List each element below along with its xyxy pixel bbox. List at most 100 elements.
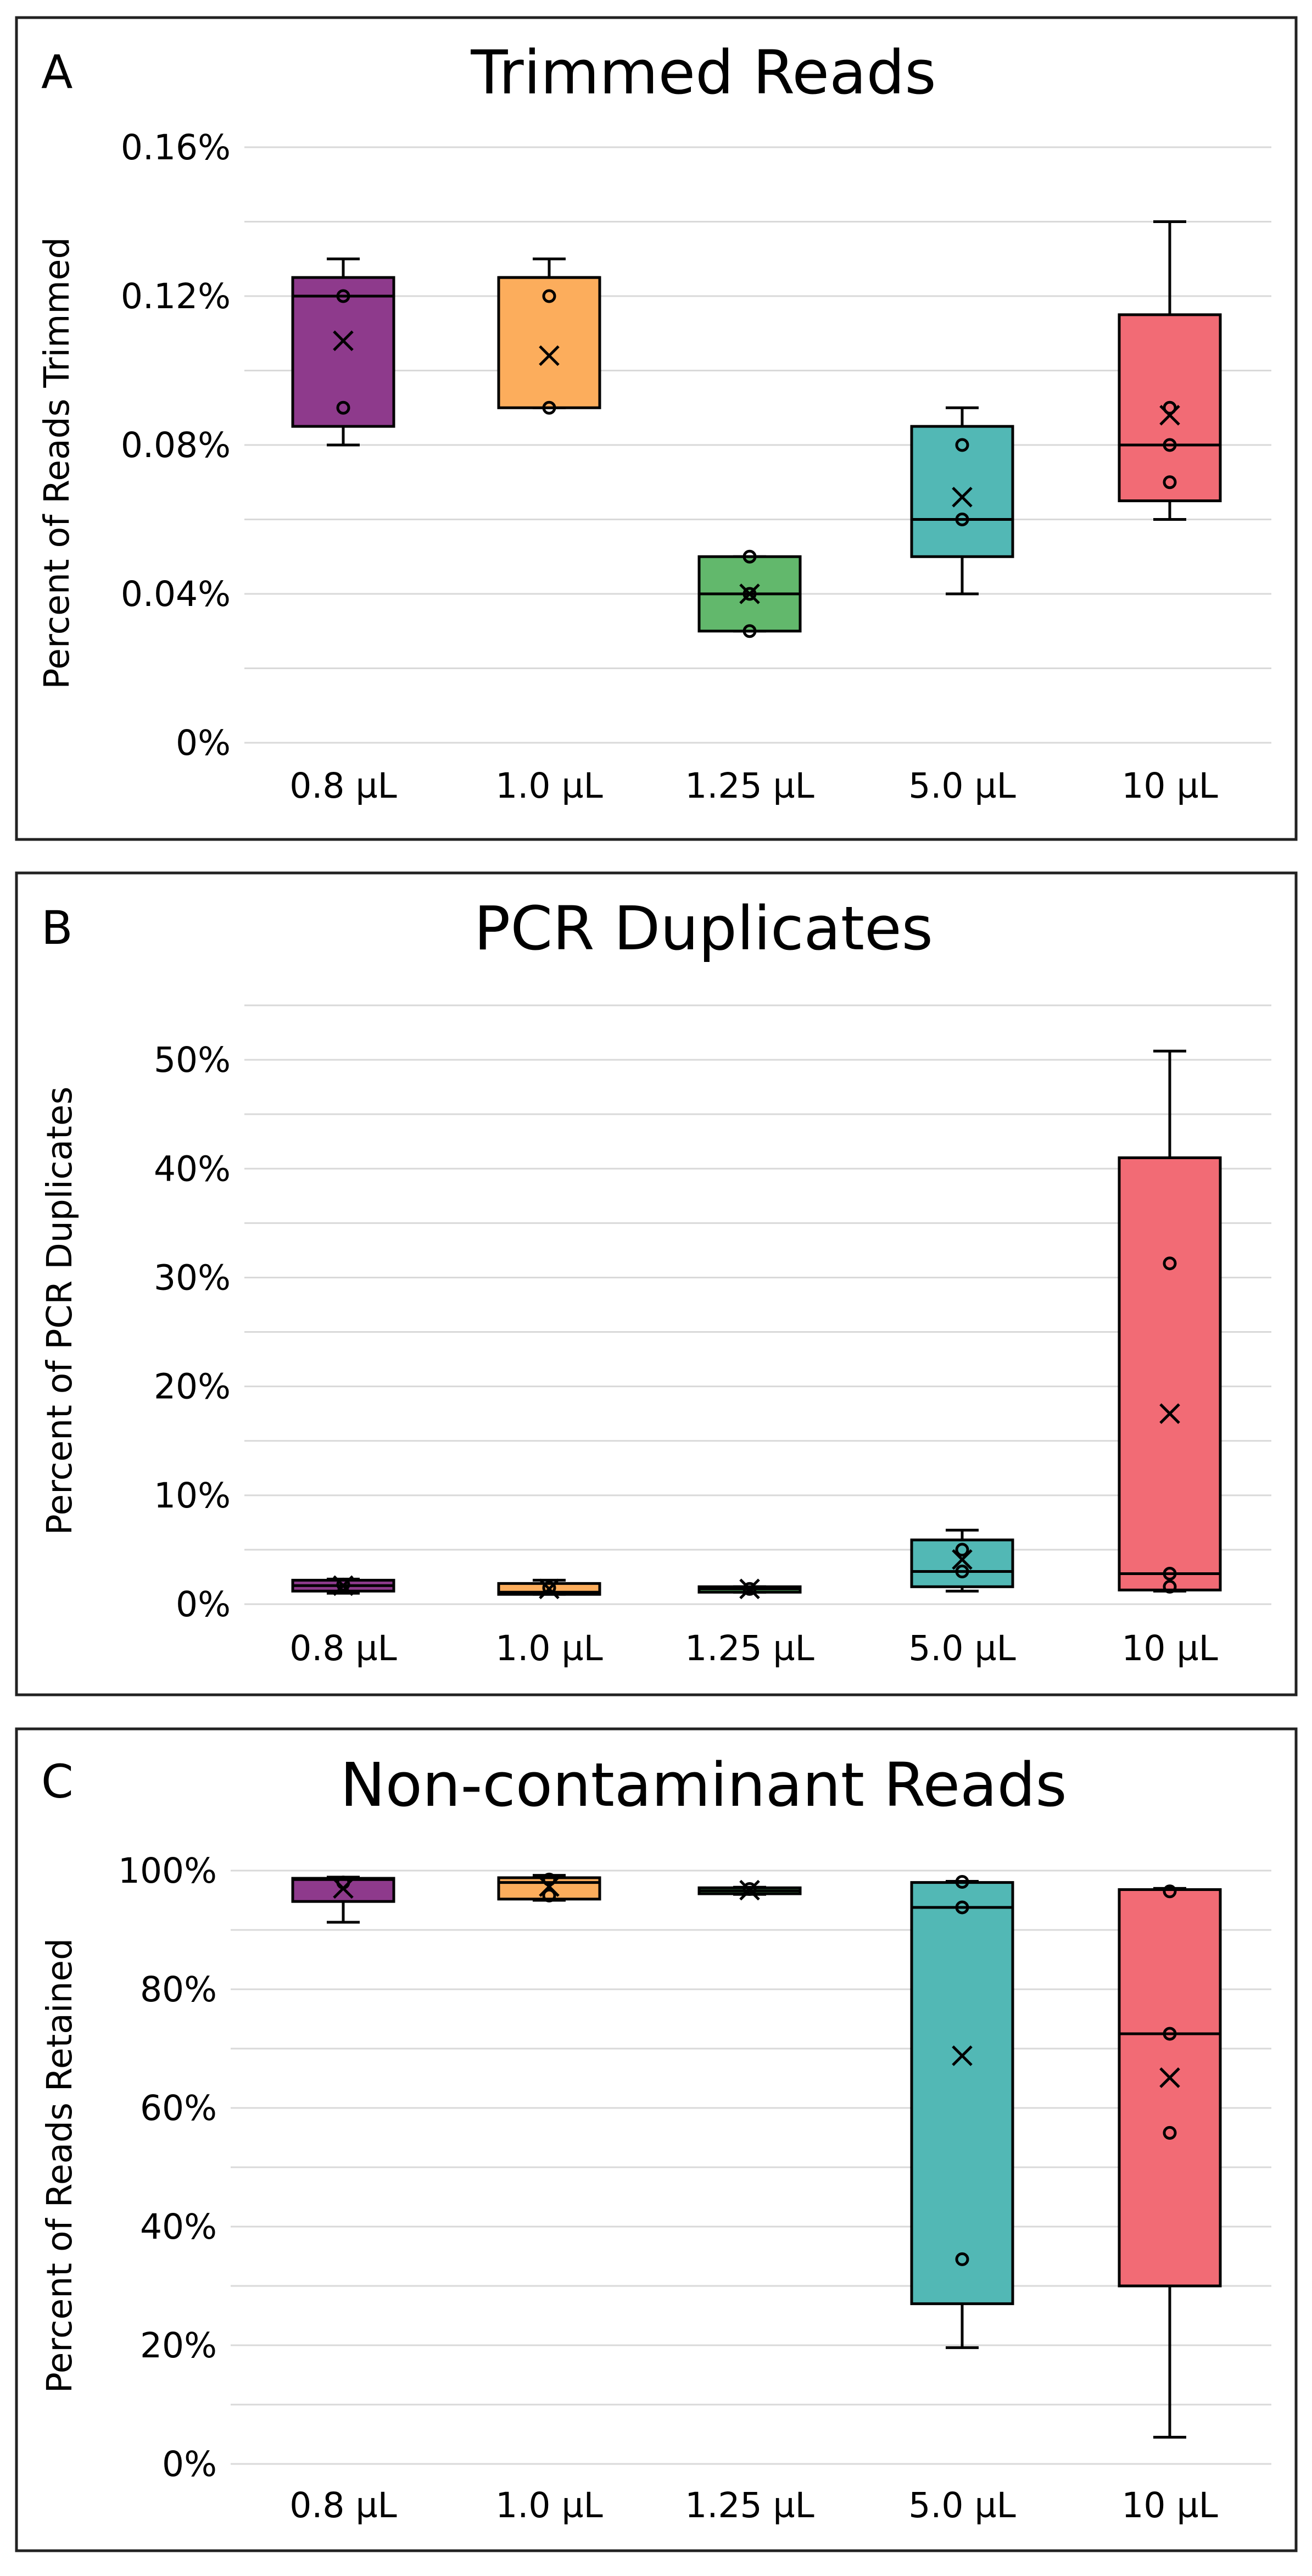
panel-a-letter: A	[41, 45, 72, 99]
y-tick-label: 0.08%	[121, 425, 231, 465]
panel-b-title: PCR Duplicates	[474, 893, 933, 964]
box-group	[697, 549, 802, 638]
box-group	[497, 1578, 601, 1600]
panel-c-letter: C	[41, 1755, 74, 1809]
x-tick-label: 0.8 µL	[289, 766, 397, 806]
y-tick-label: 0%	[176, 723, 231, 763]
mean-marker	[739, 583, 760, 604]
y-tick-label: 20%	[154, 1367, 231, 1407]
x-tick-label: 0.8 µL	[289, 1628, 397, 1668]
box-body	[910, 425, 1014, 558]
mean-marker-stroke	[539, 1876, 560, 1897]
box-group	[910, 1875, 1014, 2349]
data-point	[955, 1875, 969, 1889]
data-point	[1163, 2126, 1177, 2140]
panel-c-frame	[15, 1727, 1298, 2552]
y-tick-label: 40%	[154, 1149, 231, 1189]
data-point	[542, 1888, 556, 1902]
box-group	[1118, 220, 1222, 521]
x-tick-label: 1.25 µL	[685, 766, 814, 806]
data-point	[336, 400, 350, 415]
mean-marker	[333, 1878, 354, 1899]
y-tick-label: 10%	[154, 1476, 231, 1516]
data-point	[955, 1565, 969, 1579]
y-tick-label: 60%	[140, 2088, 217, 2128]
y-tick-label: 0%	[162, 2444, 217, 2484]
data-point	[1163, 1567, 1177, 1581]
y-tick-label: 30%	[154, 1258, 231, 1298]
box-body	[1118, 313, 1222, 503]
box-group	[497, 1872, 601, 1902]
panel-b-plot: 0% 10% 20% 30% 40% 50% 0.8 µL 1.0 µL 1.25 µL 5.0 …	[154, 1004, 1271, 1668]
x-tick-label: 1.0 µL	[495, 2485, 602, 2525]
mean-marker	[1159, 1403, 1180, 1424]
box-group	[291, 257, 395, 447]
box-body	[1118, 1156, 1222, 1592]
panel-a: A Trimmed Reads Percent of Reads Trimmed…	[15, 16, 1298, 841]
data-point	[955, 2252, 969, 2266]
data-point	[1163, 475, 1177, 489]
box-group	[291, 1575, 395, 1596]
x-tick-label: 5.0 µL	[908, 1628, 1015, 1668]
mean-marker	[539, 345, 560, 366]
box-group	[697, 1578, 802, 1600]
mean-marker-stroke	[739, 1879, 760, 1901]
y-tick-label: 20%	[140, 2325, 217, 2366]
x-tick-label: 1.0 µL	[495, 766, 602, 806]
x-tick-label: 5.0 µL	[908, 2485, 1015, 2525]
data-point	[742, 1882, 757, 1896]
data-point	[1163, 2027, 1177, 2041]
mean-marker-stroke	[333, 1878, 354, 1899]
y-tick-label: 100%	[118, 1851, 217, 1891]
mean-marker	[1159, 2067, 1180, 2088]
x-tick-label: 10 µL	[1121, 766, 1218, 806]
data-point	[955, 438, 969, 452]
data-point	[336, 1577, 350, 1592]
data-point	[742, 587, 757, 601]
x-tick-label: 0.8 µL	[289, 2485, 397, 2525]
panel-a-frame	[15, 16, 1298, 841]
mean-marker	[739, 1879, 760, 1901]
mean-marker	[539, 1578, 560, 1600]
mean-marker-stroke	[1159, 405, 1180, 426]
mean-marker	[952, 487, 973, 508]
box-group	[910, 406, 1014, 596]
x-tick-label: 1.25 µL	[685, 2485, 814, 2525]
panel-c-title: Non-contaminant Reads	[340, 1750, 1067, 1820]
mean-marker	[739, 1578, 760, 1600]
x-tick-label: 10 µL	[1121, 1628, 1218, 1668]
x-tick-label: 1.25 µL	[685, 1628, 814, 1668]
panel-a-title: Trimmed Reads	[470, 37, 936, 108]
y-tick-label: 50%	[154, 1040, 231, 1080]
panel-b-y-axis-label: Percent of PCR Duplicates	[40, 1087, 80, 1535]
box-group	[291, 1876, 395, 1924]
data-point	[1163, 1256, 1177, 1271]
x-tick-label: 10 µL	[1121, 2485, 1218, 2525]
x-tick-label: 1.0 µL	[495, 1628, 602, 1668]
data-point	[542, 400, 556, 415]
data-point	[542, 289, 556, 303]
data-point	[1163, 1884, 1177, 1899]
panel-a-plot: 0% 0.04% 0.08% 0.12% 0.16% 0.8 µL 1.0 µL 1.25 µ…	[121, 127, 1271, 806]
panel-c-y-axis-label: Percent of Reads Retained	[40, 1938, 80, 2393]
box-body	[497, 276, 601, 409]
data-point	[955, 1543, 969, 1557]
box-group	[697, 1879, 802, 1901]
mean-marker	[952, 2045, 973, 2066]
data-point	[336, 289, 350, 303]
mean-marker	[539, 1876, 560, 1897]
box-group	[1118, 1884, 1222, 2439]
y-tick-label: 0.16%	[121, 127, 231, 168]
box-group	[910, 1528, 1014, 1593]
data-point	[542, 1581, 556, 1595]
y-tick-label: 40%	[140, 2207, 217, 2247]
box-body	[291, 276, 395, 428]
data-point	[1163, 438, 1177, 452]
mean-marker	[333, 330, 354, 352]
mean-marker-stroke	[952, 487, 973, 508]
data-point	[742, 624, 757, 638]
data-point	[742, 1582, 757, 1596]
mean-marker-stroke	[952, 2045, 973, 2066]
mean-marker-stroke	[539, 345, 560, 366]
